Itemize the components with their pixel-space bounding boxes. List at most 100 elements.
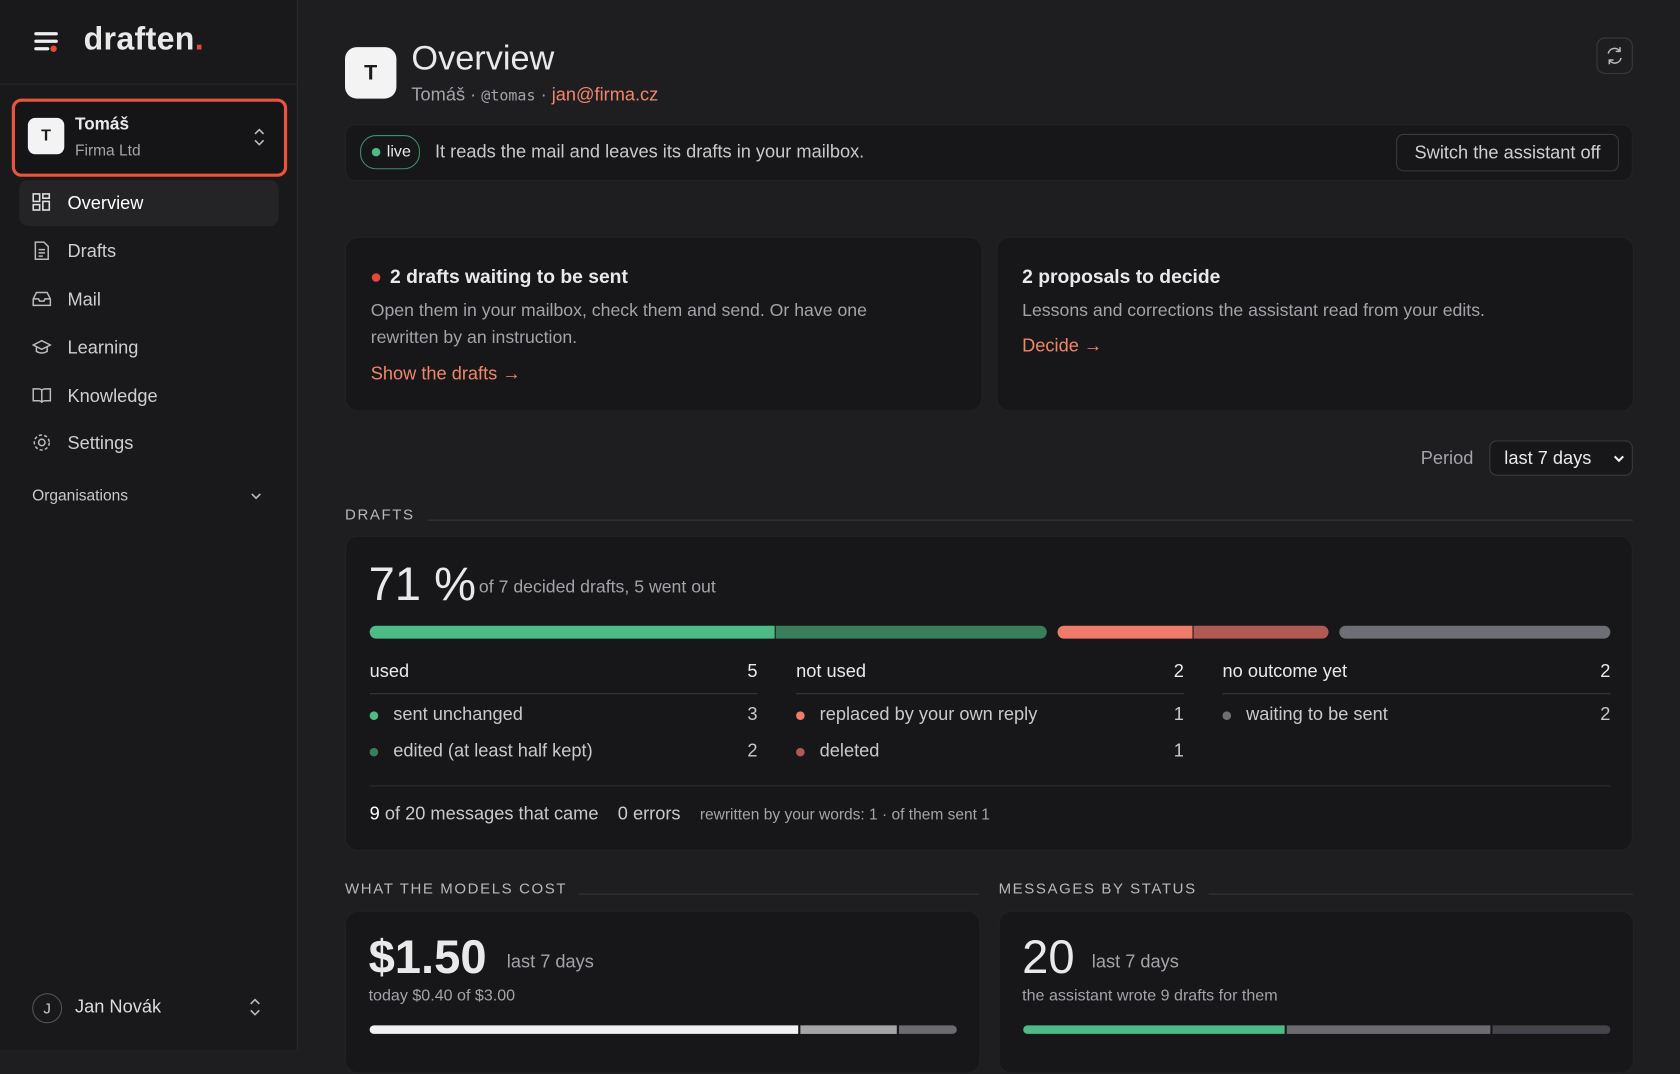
proposals-card: 2 proposals to decide Lessons and correc… [996, 236, 1634, 412]
account-avatar: T [27, 117, 65, 155]
nav-item[interactable]: Knowledge [19, 373, 278, 419]
nav-item[interactable]: Mail [19, 276, 278, 322]
card-title: 2 drafts waiting to be sent [390, 265, 628, 288]
email-link[interactable]: jan@firma.cz [551, 84, 659, 106]
brand-name: draften [83, 21, 195, 57]
bar-segment [369, 625, 775, 639]
item-count: 3 [747, 703, 758, 725]
page: draften overview {"brand":{"name":"draft… [0, 0, 1634, 1074]
item-label: edited (at least half kept) [393, 740, 593, 761]
header-sub: Tomáš · @tomas · jan@firma.cz [411, 85, 658, 106]
section-label: WHAT THE MODELS COST [345, 879, 568, 897]
section-rule [1208, 893, 1633, 895]
group-rule [796, 693, 1184, 695]
group-total: 2 [1173, 661, 1184, 682]
section-label: MESSAGES BY STATUS [998, 879, 1197, 897]
bar-segment [800, 1025, 897, 1034]
drafted-count: 9 [369, 803, 380, 824]
errors: 0 errors [617, 803, 681, 824]
account-name: Tomáš [75, 115, 129, 134]
separator: · [540, 84, 547, 106]
drafts-panel: 71 % of 7 decided drafts, 5 went out 9 o… [345, 535, 1633, 851]
section-rule [427, 519, 1633, 521]
rewritten: rewritten by your words: 1 · of them sen… [699, 806, 990, 824]
section-label: DRAFTS [345, 505, 415, 523]
bar-segment [1193, 625, 1329, 639]
legend-dot [369, 747, 379, 757]
live-badge: live [360, 135, 421, 170]
nav-item[interactable]: Learning [19, 325, 278, 371]
nav-label: Knowledge [67, 385, 158, 407]
cost-today: today $0.40 of $3.00 [368, 986, 516, 1006]
nav-label: Mail [67, 289, 101, 310]
sidebar: draften. T Tomáš Firma Ltd Overview Draf… [0, 0, 298, 1051]
separator: · [470, 84, 477, 106]
alert-dot [371, 273, 381, 282]
nav-icon [32, 388, 52, 403]
refresh-icon [1607, 47, 1622, 65]
divider [369, 785, 1611, 787]
live-dot [371, 147, 381, 157]
rate: 71 % [368, 558, 477, 611]
handle: @tomas [481, 87, 536, 106]
received: of 20 messages that came [384, 803, 599, 824]
cost-panel: $1.50 last 7 days today $0.40 of $3.00 [345, 910, 981, 1074]
chevrons [254, 128, 265, 146]
divider [0, 83, 297, 85]
account-switcher[interactable]: T Tomáš Firma Ltd [11, 98, 288, 177]
messages-note: the assistant wrote 9 drafts for them [1022, 986, 1278, 1006]
group-rule [369, 693, 758, 695]
nav-label: Drafts [67, 241, 117, 262]
card-text: Lessons and corrections the assistant re… [1022, 301, 1485, 321]
page-title: Overview [411, 38, 555, 78]
item-count: 2 [1600, 703, 1611, 725]
bar-segment [369, 1025, 799, 1034]
brand: draften. [84, 21, 204, 57]
card-link[interactable]: Decide → [1022, 335, 1103, 356]
badge-label: live [386, 142, 411, 161]
messages-panel: 20 last 7 days the assistant wrote 9 dra… [998, 910, 1634, 1074]
nav-item[interactable]: Drafts [19, 228, 278, 274]
brand-dot: . [194, 21, 205, 57]
item-label: waiting to be sent [1246, 703, 1388, 725]
nav-label: Overview [67, 192, 144, 214]
bar-segment [1339, 625, 1611, 639]
item-label: sent unchanged [393, 703, 523, 725]
item-count: 2 [747, 740, 758, 761]
switch-off-button[interactable]: Switch the assistant off [1396, 133, 1619, 172]
item-count: 1 [1173, 703, 1184, 725]
card-text: Open them in your mailbox, check them an… [370, 301, 867, 348]
header-name: Tomáš [411, 84, 466, 106]
cost-period: last 7 days [506, 951, 594, 972]
chevron [251, 493, 261, 500]
refresh-button[interactable] [1596, 37, 1633, 74]
group-name: not used [796, 661, 866, 682]
item-label: replaced by your own reply [819, 703, 1038, 725]
section-rule [578, 893, 980, 895]
nav-item[interactable]: Settings [19, 420, 278, 466]
account-org: Firma Ltd [75, 142, 141, 160]
period-label: Period [1420, 447, 1474, 469]
bar-segment [1023, 1025, 1285, 1034]
body: draften. T Tomáš Firma Ltd Overview Draf… [0, 0, 1634, 1074]
bar-segment [1492, 1025, 1611, 1034]
legend-dot [369, 711, 379, 721]
period-select[interactable]: last 7 days [1489, 440, 1633, 476]
nav-icon [33, 434, 51, 451]
bar-segment [1286, 1025, 1491, 1034]
nav-label: Settings [67, 432, 134, 454]
organisations-toggle[interactable]: Organisations [32, 487, 129, 505]
chevrons [250, 998, 260, 1016]
nav-label: Learning [67, 337, 139, 358]
nav-icon [32, 291, 52, 307]
user-avatar: J [32, 993, 63, 1024]
user-name[interactable]: Jan Novák [75, 996, 162, 1017]
bar-segment [776, 625, 1048, 639]
bar-segment [1057, 625, 1193, 639]
legend-dot [1222, 711, 1232, 721]
card-link[interactable]: Show the drafts → [370, 363, 521, 384]
menu-icon[interactable] [32, 30, 60, 54]
drafts-card: 2 drafts waiting to be sent Open them in… [345, 236, 983, 412]
nav-item[interactable]: Overview [19, 180, 279, 227]
rate-summary: of 7 decided drafts, 5 went out [478, 577, 716, 597]
